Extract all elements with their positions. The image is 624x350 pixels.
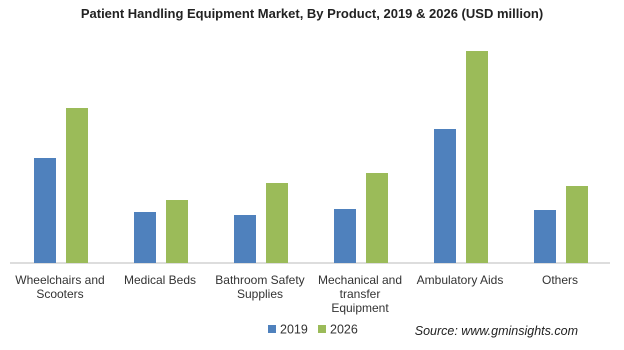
bar [234, 215, 256, 263]
bar [534, 210, 556, 263]
x-tick-label: Mechanical and transfer Equipment [317, 273, 403, 315]
bar [566, 186, 588, 263]
x-tick-label: Medical Beds [123, 273, 197, 287]
x-tick-label: Wheelchairs and Scooters [15, 273, 105, 301]
bar [334, 209, 356, 263]
legend-label: 2026 [330, 322, 358, 336]
legend-swatch [318, 325, 326, 333]
x-tick-label: Ambulatory Aids [416, 273, 504, 287]
bar [134, 212, 156, 263]
x-tick-label: Bathroom Safety Supplies [215, 273, 305, 301]
x-tick-label: Others [541, 273, 578, 287]
bar [466, 51, 488, 263]
chart-title: Patient Handling Equipment Market, By Pr… [80, 6, 544, 21]
bar [266, 183, 288, 263]
bar [366, 173, 388, 263]
bar [434, 129, 456, 263]
bar [34, 158, 56, 263]
bar [66, 108, 88, 263]
bar [166, 200, 188, 263]
source: Source: www.gminsights.com [414, 324, 578, 338]
legend-label: 2019 [280, 322, 308, 336]
legend-swatch [268, 325, 276, 333]
